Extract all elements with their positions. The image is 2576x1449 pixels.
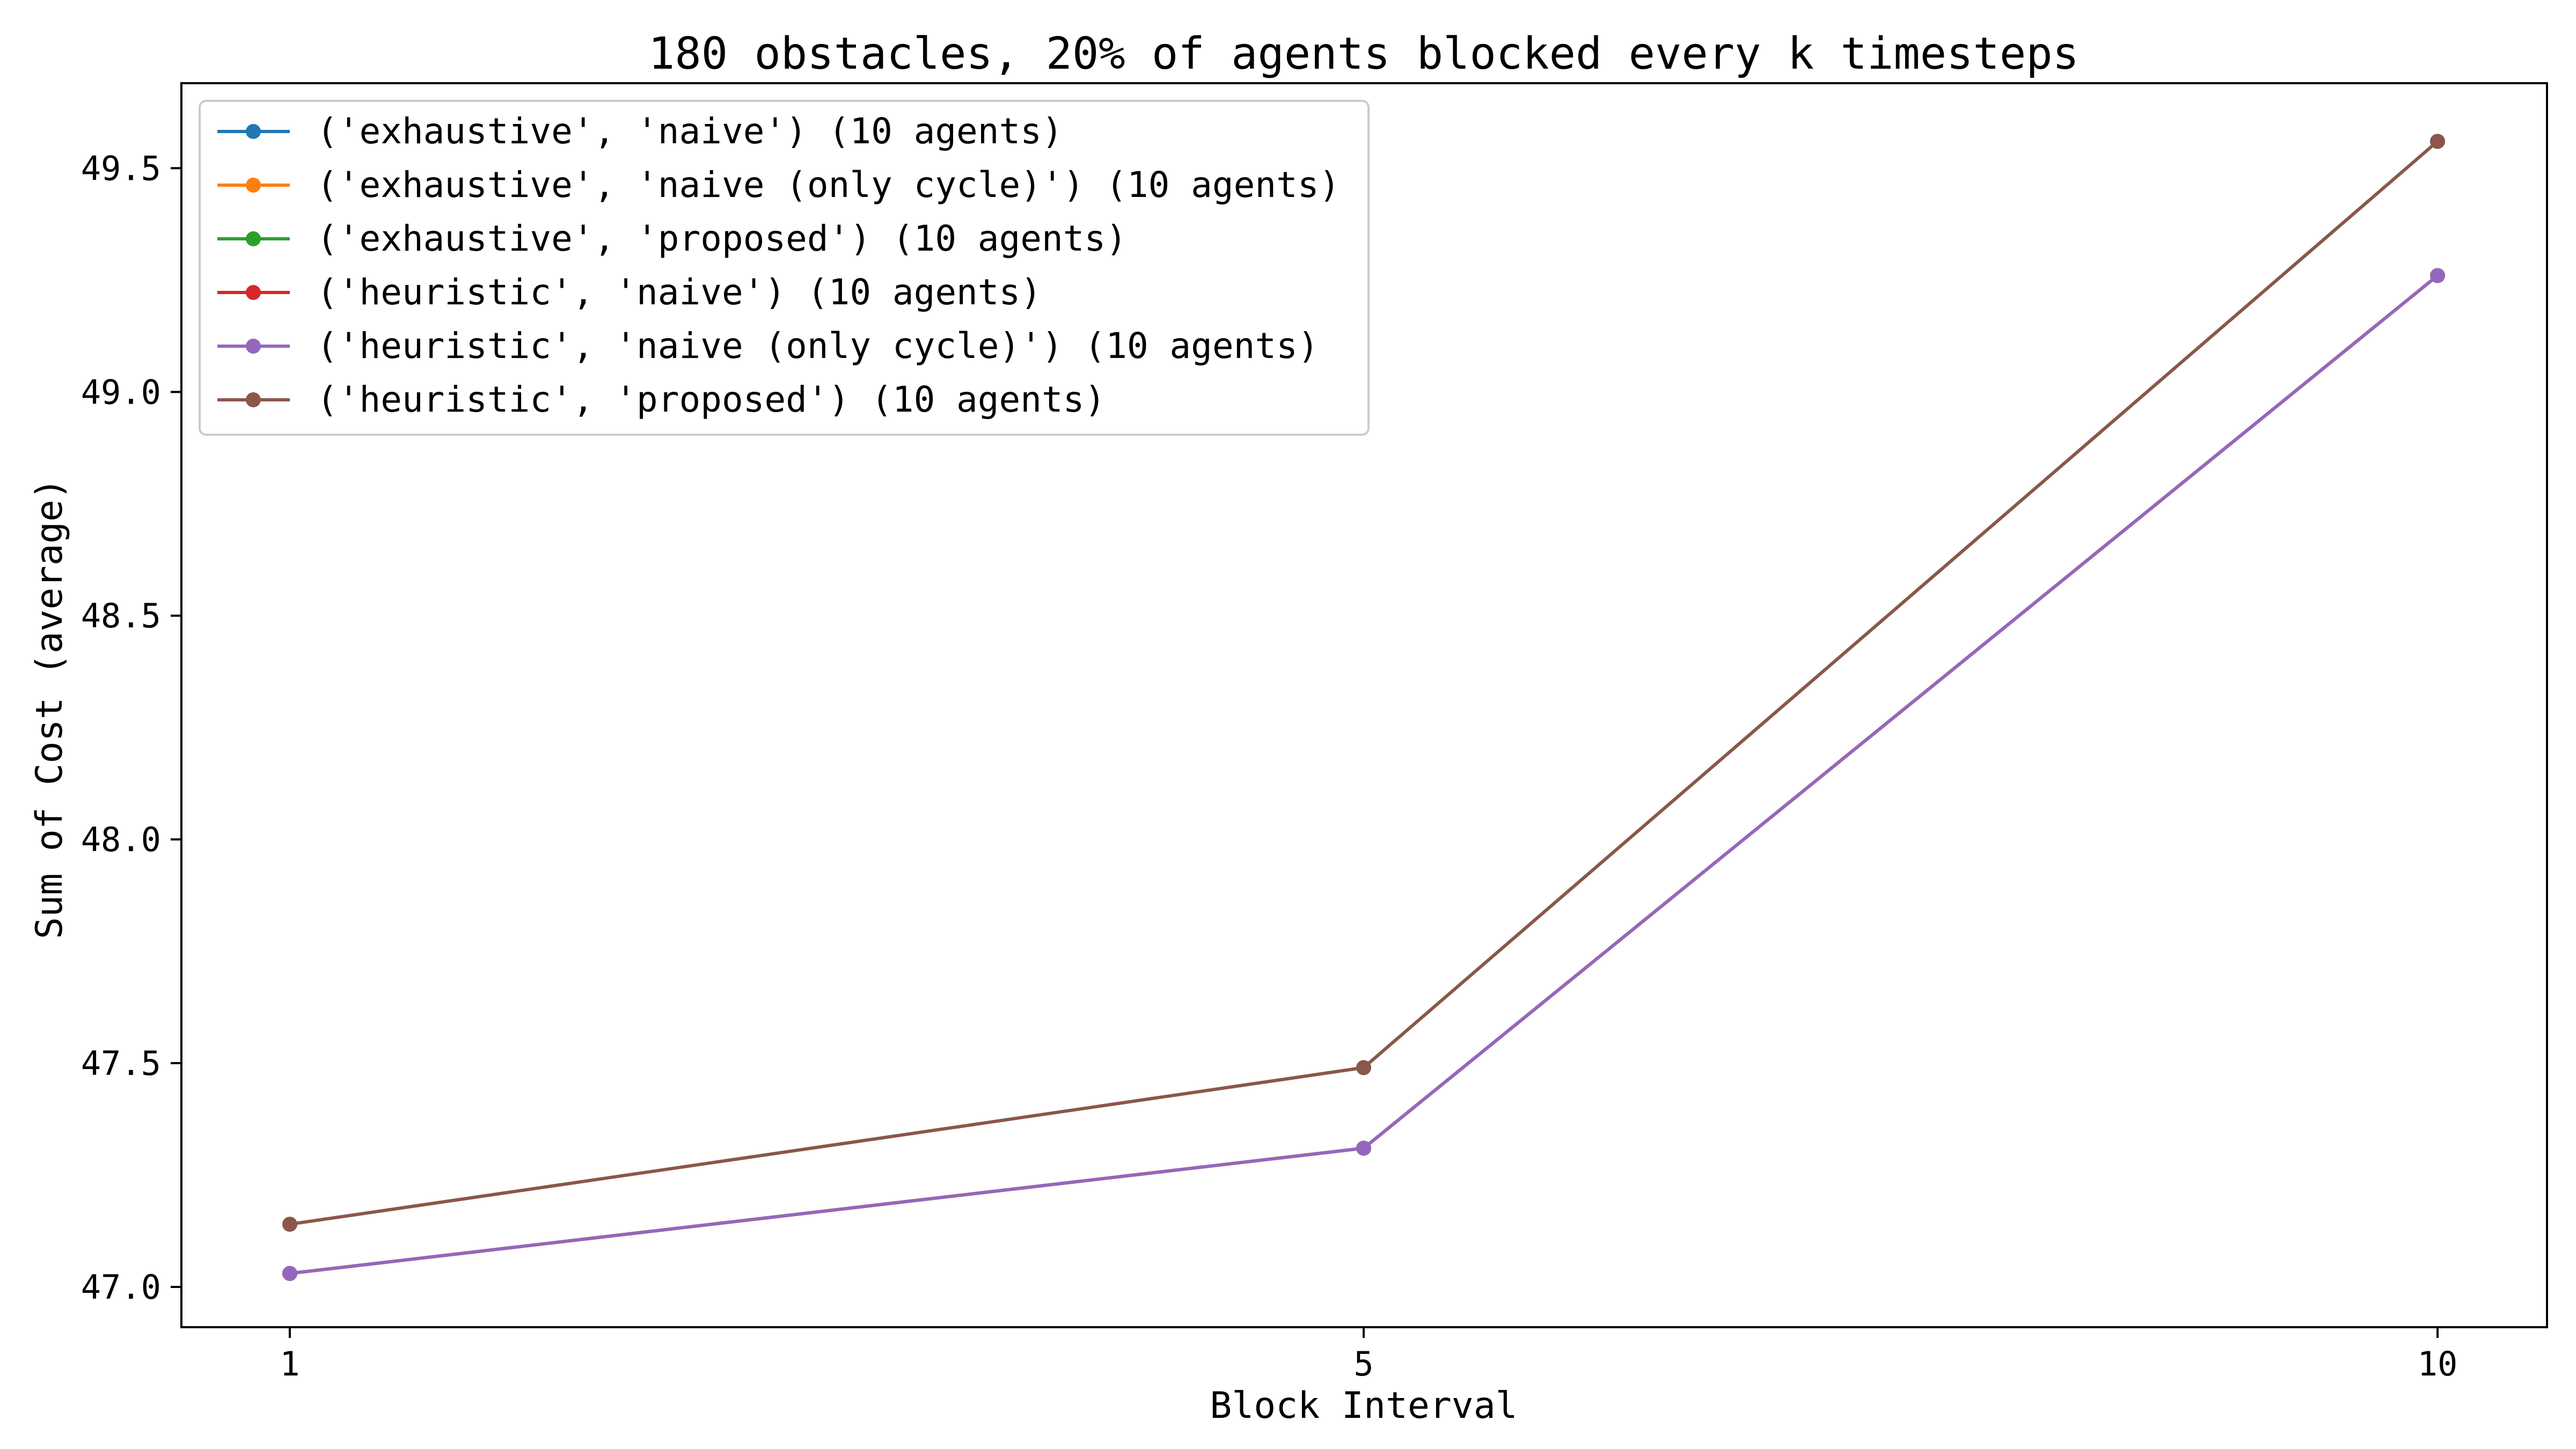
legend-item: ('exhaustive', 'proposed') (10 agents) xyxy=(217,218,1127,259)
legend-marker xyxy=(246,178,261,193)
y-tick-label: 47.0 xyxy=(81,1268,161,1307)
legend-label: ('exhaustive', 'naive') (10 agents) xyxy=(317,111,1063,152)
data-point xyxy=(1356,1060,1371,1075)
y-tick-label: 49.0 xyxy=(81,372,161,412)
x-axis-label: Block Interval xyxy=(1210,1385,1517,1427)
x-tick-label: 10 xyxy=(2418,1344,2458,1384)
series-layer xyxy=(282,134,2445,1281)
legend-label: ('exhaustive', 'proposed') (10 agents) xyxy=(317,218,1127,259)
legend-item: ('heuristic', 'naive') (10 agents) xyxy=(217,272,1042,313)
legend-box xyxy=(199,100,1370,436)
data-point xyxy=(282,1265,297,1281)
data-point xyxy=(2430,134,2445,149)
data-point xyxy=(2430,268,2445,283)
legend-label: ('exhaustive', 'naive (only cycle)') (10… xyxy=(317,164,1340,206)
legend-marker xyxy=(246,392,261,407)
legend-item: ('exhaustive', 'naive') (10 agents) xyxy=(217,111,1063,152)
legend: ('exhaustive', 'naive') (10 agents) ('exh… xyxy=(199,100,1370,436)
legend-label: ('heuristic', 'proposed') (10 agents) xyxy=(317,379,1106,420)
legend-item: ('heuristic', 'proposed') (10 agents) xyxy=(217,379,1106,420)
y-tick-label: 48.5 xyxy=(81,596,161,635)
series-4 xyxy=(282,268,2445,1281)
y-tick-label: 47.5 xyxy=(81,1044,161,1083)
legend-item: ('exhaustive', 'naive (only cycle)') (10… xyxy=(217,164,1340,206)
legend-label: ('heuristic', 'naive') (10 agents) xyxy=(317,272,1042,313)
legend-marker xyxy=(246,124,261,139)
legend-label: ('heuristic', 'naive (only cycle)') (10 … xyxy=(317,325,1319,367)
data-point xyxy=(282,1217,297,1232)
y-axis-label: Sum of Cost (average) xyxy=(28,478,71,939)
y-tick-label: 49.5 xyxy=(81,149,161,188)
x-tick-label: 5 xyxy=(1353,1344,1373,1384)
legend-marker xyxy=(246,231,261,246)
data-point xyxy=(1356,1140,1371,1156)
x-axis-ticks: 1 5 10 xyxy=(280,1327,2457,1384)
y-tick-label: 48.0 xyxy=(81,820,161,859)
legend-item: ('heuristic', 'naive (only cycle)') (10 … xyxy=(217,325,1319,367)
chart-title: 180 obstacles, 20% of agents blocked eve… xyxy=(648,28,2079,79)
legend-marker xyxy=(246,285,261,300)
series-5 xyxy=(282,134,2445,1232)
y-axis-ticks: 47.0 47.5 48.0 48.5 49.0 49.5 xyxy=(81,149,181,1307)
x-tick-label: 1 xyxy=(280,1344,299,1384)
legend-marker xyxy=(246,339,261,354)
